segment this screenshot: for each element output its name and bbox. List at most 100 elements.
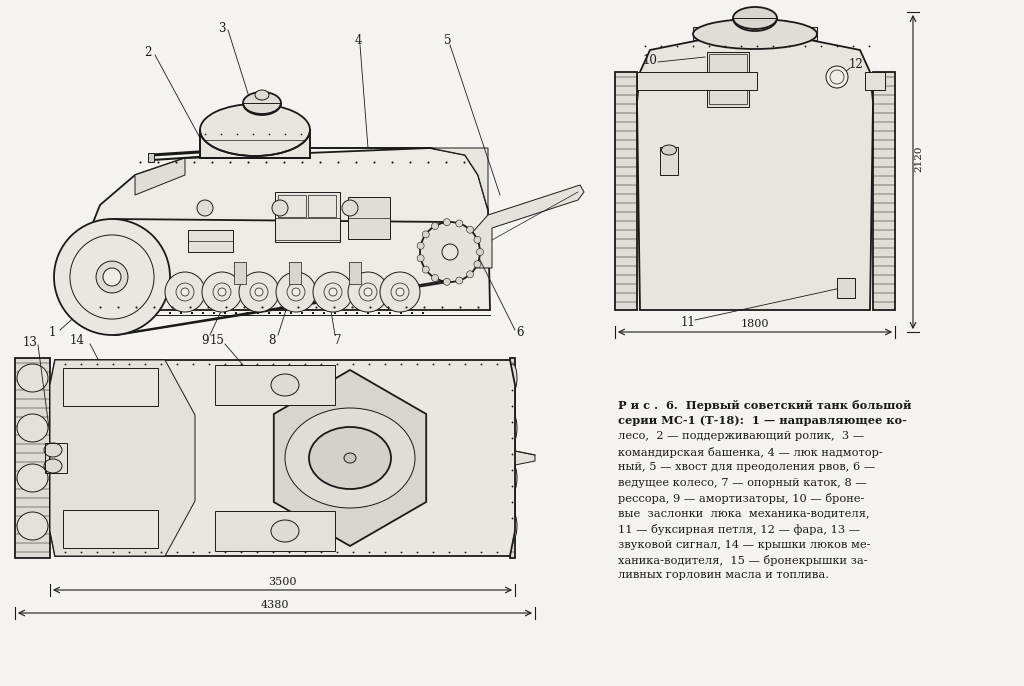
Polygon shape (873, 72, 895, 310)
Text: 14: 14 (83, 373, 96, 383)
Bar (349, 262, 361, 284)
Text: ный, 5 — хвост для преодоления рвов, 6 —: ный, 5 — хвост для преодоления рвов, 6 — (618, 462, 876, 472)
Bar (188, 230, 233, 252)
Polygon shape (470, 185, 584, 268)
Ellipse shape (396, 288, 404, 296)
Ellipse shape (271, 520, 299, 542)
Text: 2120: 2120 (914, 145, 924, 172)
Ellipse shape (344, 453, 356, 463)
Bar (234, 262, 246, 284)
Ellipse shape (342, 200, 358, 216)
Bar (215, 365, 335, 405)
Text: 13: 13 (23, 335, 38, 348)
Text: лесо,  2 — поддерживающий ролик,  3 —: лесо, 2 — поддерживающий ролик, 3 — (618, 431, 864, 441)
Ellipse shape (44, 443, 62, 457)
Bar (707, 52, 749, 107)
Ellipse shape (693, 19, 817, 49)
Ellipse shape (285, 408, 415, 508)
Text: 12: 12 (849, 58, 863, 71)
Text: 11: 11 (681, 316, 695, 329)
Text: 11 — буксирная петля, 12 — фара, 13 —: 11 — буксирная петля, 12 — фара, 13 — (618, 524, 860, 535)
Ellipse shape (329, 288, 337, 296)
Ellipse shape (467, 271, 473, 278)
Text: 6: 6 (516, 327, 523, 340)
Ellipse shape (443, 279, 451, 285)
Ellipse shape (467, 226, 473, 233)
Ellipse shape (255, 288, 263, 296)
Ellipse shape (474, 236, 481, 244)
Ellipse shape (271, 374, 299, 396)
Ellipse shape (443, 219, 451, 226)
Bar (637, 72, 757, 90)
Ellipse shape (431, 274, 438, 281)
Ellipse shape (239, 272, 279, 312)
Bar (289, 262, 301, 284)
Ellipse shape (272, 200, 288, 216)
Text: Р и с .  6.  Первый советский танк большой: Р и с . 6. Первый советский танк большой (618, 400, 911, 411)
Bar (865, 72, 885, 90)
Bar (63, 368, 158, 406)
Ellipse shape (474, 261, 481, 268)
Ellipse shape (417, 242, 424, 249)
Text: серии МС-1 (Т-18):  1 — направляющее ко-: серии МС-1 (Т-18): 1 — направляющее ко- (618, 416, 907, 427)
Ellipse shape (313, 272, 353, 312)
Ellipse shape (276, 272, 316, 312)
Polygon shape (15, 358, 50, 558)
Text: 4: 4 (354, 34, 361, 47)
Ellipse shape (456, 220, 463, 227)
Ellipse shape (508, 464, 517, 492)
Ellipse shape (309, 427, 391, 489)
Text: 3500: 3500 (268, 577, 297, 587)
Bar (275, 218, 340, 240)
Text: 1: 1 (48, 327, 55, 340)
Ellipse shape (348, 272, 388, 312)
Text: 10: 10 (643, 54, 657, 67)
Ellipse shape (103, 268, 121, 286)
Ellipse shape (422, 266, 429, 273)
Text: ханика-водителя,  15 — бронекрышки за-: ханика-водителя, 15 — бронекрышки за- (618, 555, 867, 566)
Polygon shape (135, 158, 185, 195)
Text: звуковой сигнал, 14 — крышки люков ме-: звуковой сигнал, 14 — крышки люков ме- (618, 539, 870, 549)
Text: командирская башенка, 4 — люк надмотор-: командирская башенка, 4 — люк надмотор- (618, 447, 883, 458)
Polygon shape (615, 72, 637, 310)
Polygon shape (88, 148, 490, 310)
Bar (148, 153, 154, 162)
Ellipse shape (456, 277, 463, 284)
Text: 5: 5 (444, 34, 452, 47)
Ellipse shape (508, 512, 517, 540)
Ellipse shape (255, 90, 269, 100)
Bar (63, 510, 158, 548)
Bar (45, 443, 67, 473)
Polygon shape (273, 370, 426, 546)
Ellipse shape (165, 272, 205, 312)
Ellipse shape (364, 288, 372, 296)
Ellipse shape (17, 512, 48, 540)
Bar (660, 147, 678, 175)
Ellipse shape (431, 222, 438, 230)
Bar (709, 81, 746, 104)
Text: 3: 3 (218, 21, 225, 34)
Ellipse shape (218, 288, 226, 296)
Text: 15: 15 (210, 333, 224, 346)
Ellipse shape (243, 92, 281, 114)
Polygon shape (50, 360, 515, 556)
Ellipse shape (508, 414, 517, 442)
Ellipse shape (202, 272, 242, 312)
Ellipse shape (17, 364, 48, 392)
Ellipse shape (476, 248, 483, 255)
Bar (308, 195, 336, 217)
Ellipse shape (380, 272, 420, 312)
Text: ведущее колесо, 7 — опорный каток, 8 —: ведущее колесо, 7 — опорный каток, 8 — (618, 477, 866, 488)
Text: 2: 2 (144, 45, 152, 58)
Text: 9: 9 (202, 333, 209, 346)
Polygon shape (637, 40, 873, 310)
Ellipse shape (181, 288, 189, 296)
Text: 15: 15 (244, 375, 257, 384)
Ellipse shape (96, 261, 128, 293)
Polygon shape (500, 436, 535, 480)
Ellipse shape (422, 231, 429, 238)
Ellipse shape (292, 288, 300, 296)
Bar (709, 54, 746, 79)
Ellipse shape (420, 222, 480, 282)
Bar (837, 278, 855, 298)
